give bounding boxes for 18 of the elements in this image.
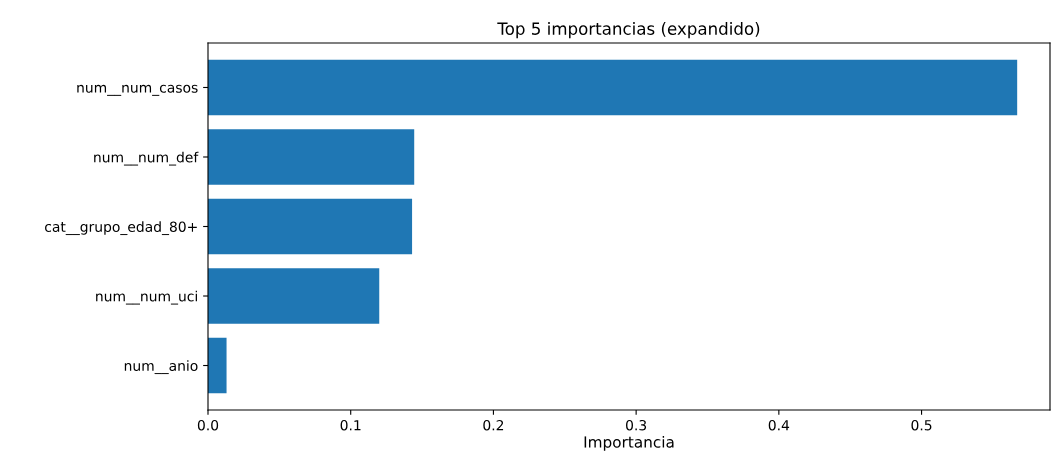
- x-tick-label: 0.3: [626, 419, 647, 431]
- x-tick-label: 0.1: [340, 419, 361, 431]
- x-tick-label: 0.0: [197, 419, 219, 431]
- y-tick-label: num__num_def: [94, 151, 199, 166]
- bar: [208, 129, 415, 185]
- x-tick-label: 0.5: [911, 419, 932, 431]
- x-tick-label: 0.4: [768, 419, 790, 431]
- chart-title: Top 5 importancias (expandido): [497, 22, 760, 39]
- y-tick-label: num__anio: [124, 360, 198, 375]
- x-axis-title: Importancia: [584, 435, 674, 451]
- y-tick-label: cat__grupo_edad_80+: [45, 221, 197, 236]
- bar: [208, 59, 1018, 116]
- bar: [208, 268, 380, 324]
- bar: [208, 337, 227, 394]
- y-tick-label: num__num_casos: [77, 84, 198, 96]
- x-tick-label: 0.2: [483, 419, 504, 431]
- y-tick-label: num__num_uci: [96, 290, 197, 305]
- bar: [208, 198, 413, 255]
